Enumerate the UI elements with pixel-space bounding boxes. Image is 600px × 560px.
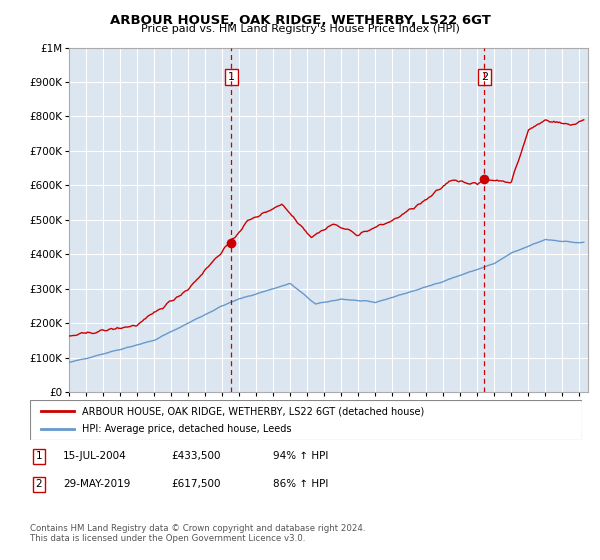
Text: 1: 1 — [228, 72, 235, 82]
Text: HPI: Average price, detached house, Leeds: HPI: Average price, detached house, Leed… — [82, 423, 292, 433]
Text: Contains HM Land Registry data © Crown copyright and database right 2024.
This d: Contains HM Land Registry data © Crown c… — [30, 524, 365, 543]
Text: 86% ↑ HPI: 86% ↑ HPI — [273, 479, 328, 489]
Text: 29-MAY-2019: 29-MAY-2019 — [63, 479, 130, 489]
Text: 2: 2 — [35, 479, 43, 489]
Text: ARBOUR HOUSE, OAK RIDGE, WETHERBY, LS22 6GT (detached house): ARBOUR HOUSE, OAK RIDGE, WETHERBY, LS22 … — [82, 407, 425, 417]
Text: 2: 2 — [481, 72, 488, 82]
Text: ARBOUR HOUSE, OAK RIDGE, WETHERBY, LS22 6GT: ARBOUR HOUSE, OAK RIDGE, WETHERBY, LS22 … — [110, 14, 490, 27]
Text: 1: 1 — [35, 451, 43, 461]
Text: Price paid vs. HM Land Registry's House Price Index (HPI): Price paid vs. HM Land Registry's House … — [140, 24, 460, 34]
Text: 94% ↑ HPI: 94% ↑ HPI — [273, 451, 328, 461]
Text: £433,500: £433,500 — [171, 451, 221, 461]
Text: £617,500: £617,500 — [171, 479, 221, 489]
Text: 15-JUL-2004: 15-JUL-2004 — [63, 451, 127, 461]
